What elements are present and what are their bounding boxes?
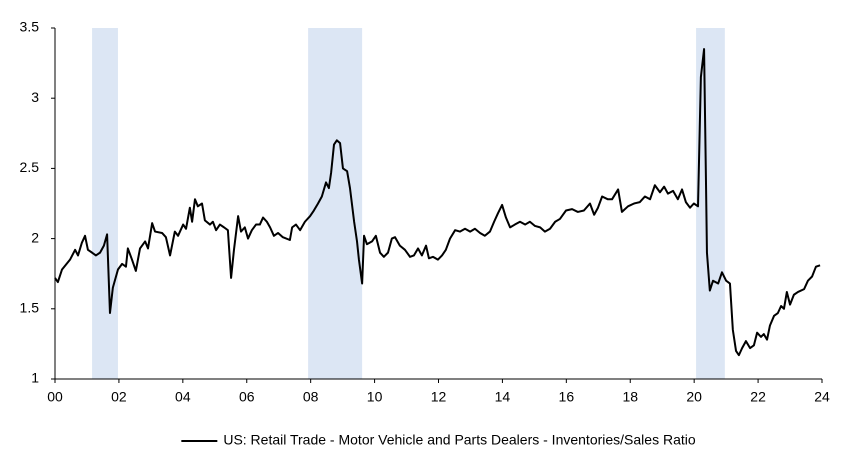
x-tick-label: 22	[750, 389, 766, 405]
x-tick-label: 10	[367, 389, 383, 405]
x-tick-label: 24	[814, 389, 830, 405]
shaded-period	[308, 28, 363, 379]
x-tick-label: 18	[622, 389, 638, 405]
y-tick-label: 3.5	[20, 19, 40, 35]
legend-label: US: Retail Trade - Motor Vehicle and Par…	[223, 432, 696, 448]
shaded-period	[92, 28, 118, 379]
x-tick-label: 14	[495, 389, 511, 405]
data-line	[54, 48, 821, 357]
x-tick-label: 04	[175, 389, 191, 405]
x-tick-label: 08	[303, 389, 319, 405]
y-tick-label: 2	[31, 229, 39, 245]
x-tick-label: 16	[559, 389, 575, 405]
x-tick-label: 06	[239, 389, 255, 405]
y-tick-label: 3	[31, 89, 39, 105]
x-tick-label: 02	[111, 389, 127, 405]
x-tick-label: 20	[686, 389, 702, 405]
x-tick-label: 00	[47, 389, 63, 405]
y-tick-label: 1	[31, 370, 39, 386]
y-tick-label: 1.5	[20, 300, 40, 316]
y-tick-label: 2.5	[20, 159, 40, 175]
x-tick-label: 12	[431, 389, 447, 405]
